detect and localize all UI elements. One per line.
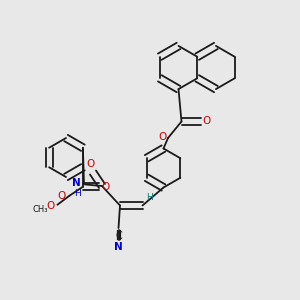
Text: N: N [114, 242, 123, 251]
Text: O: O [158, 131, 167, 142]
Text: O: O [202, 116, 211, 127]
Text: C: C [115, 231, 122, 241]
Text: O: O [102, 182, 110, 192]
Text: O: O [86, 159, 95, 169]
Text: O: O [58, 191, 66, 201]
Text: CH₃: CH₃ [33, 205, 48, 214]
Text: O: O [46, 201, 54, 211]
Text: H: H [146, 194, 152, 202]
Text: N: N [72, 178, 81, 188]
Text: H: H [74, 189, 80, 198]
